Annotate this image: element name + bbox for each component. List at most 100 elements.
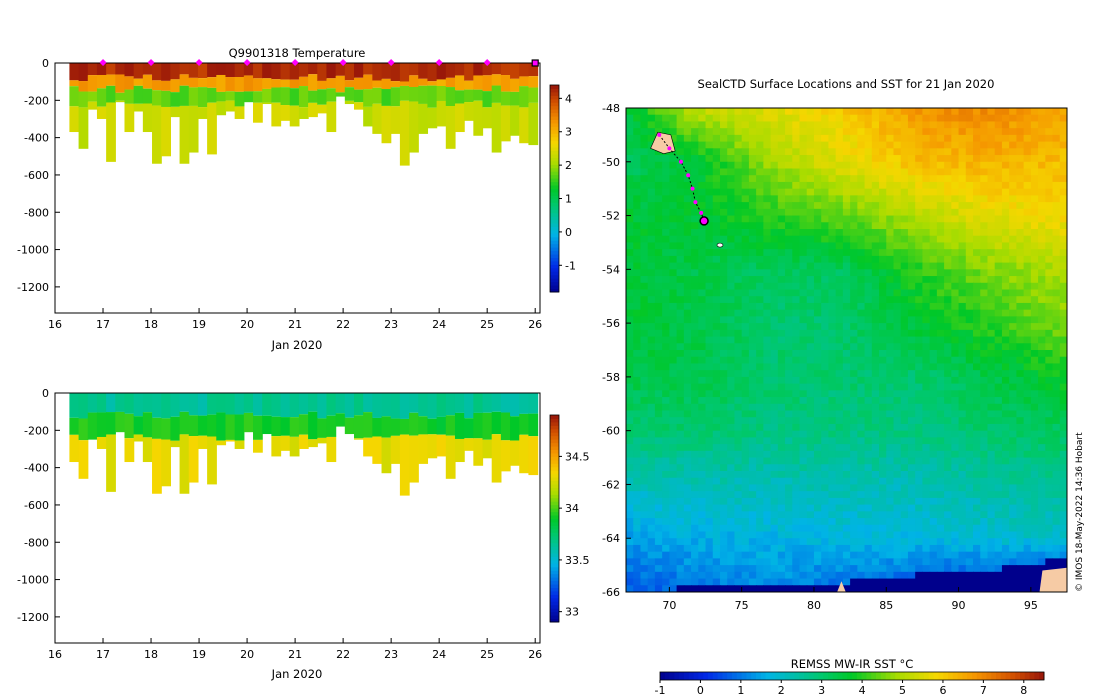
- sst-cell: [973, 128, 981, 136]
- sst-cell: [886, 108, 895, 116]
- sst-cell: [734, 410, 743, 418]
- sst-cell: [951, 403, 960, 412]
- sst-cell: [756, 208, 764, 217]
- sst-cell: [944, 538, 952, 546]
- sst-cell: [973, 423, 981, 432]
- sst-cell: [900, 161, 909, 170]
- sst-cell: [705, 343, 714, 351]
- sst-cell: [633, 437, 642, 445]
- sst-cell: [958, 376, 967, 385]
- sst-cell: [734, 168, 743, 176]
- sst-cell: [1009, 397, 1017, 405]
- temperature-cell: [427, 63, 438, 82]
- sst-cell: [1023, 410, 1032, 418]
- sst-cell: [857, 235, 866, 244]
- sst-cell: [842, 397, 851, 405]
- sst-cell: [719, 444, 728, 452]
- sst-cell: [654, 202, 663, 210]
- sst-cell: [785, 390, 793, 398]
- sst-cell: [958, 155, 967, 163]
- sst-cell: [633, 215, 642, 223]
- sst-cell: [915, 188, 924, 196]
- sst-cell: [785, 188, 793, 196]
- sst-cell: [756, 450, 764, 459]
- sst-cell: [857, 376, 866, 385]
- sst-cell: [821, 423, 830, 432]
- sst-cell: [669, 437, 678, 445]
- sst-cell: [857, 370, 866, 378]
- sst-cell: [799, 276, 808, 284]
- sst-cell: [662, 168, 670, 176]
- sst-cell: [936, 269, 945, 277]
- sst-cell: [944, 249, 952, 257]
- sst-cell: [806, 222, 815, 230]
- temperature-cell: [344, 63, 355, 81]
- sst-cell: [785, 565, 793, 573]
- sst-cell: [958, 531, 967, 539]
- sst-cell: [806, 376, 815, 385]
- sst-cell: [958, 571, 967, 580]
- sst-cell: [806, 269, 815, 277]
- sst-cell: [1030, 269, 1039, 277]
- sst-cell: [944, 417, 952, 425]
- sst-cell: [842, 538, 851, 546]
- sst-cell: [676, 329, 685, 338]
- sst-cell: [647, 363, 656, 371]
- sst-cell: [806, 343, 815, 351]
- sst-cell: [777, 161, 786, 170]
- sst-cell: [763, 269, 772, 277]
- sst-cell: [792, 403, 801, 412]
- sst-cell: [821, 276, 830, 284]
- sst-cell: [748, 148, 757, 156]
- salinity-cell: [335, 393, 346, 414]
- sst-cell: [662, 544, 670, 553]
- sst-cell: [676, 242, 685, 250]
- sst-cell: [662, 551, 670, 559]
- sst-cell: [922, 336, 931, 344]
- sst-cell: [821, 376, 830, 385]
- sst-cell: [987, 376, 996, 385]
- sst-cell: [994, 403, 1003, 412]
- sst-cell: [1001, 397, 1010, 405]
- sst-cell: [712, 430, 721, 438]
- sst-cell: [1045, 531, 1054, 539]
- salinity-cell: [289, 393, 300, 418]
- sst-cell: [748, 390, 757, 398]
- sst-cell: [893, 323, 902, 331]
- sst-cell: [719, 181, 728, 190]
- sst-cell: [763, 376, 772, 385]
- sst-cell: [777, 417, 786, 425]
- sst-cell: [676, 249, 685, 257]
- sst-cell: [907, 423, 916, 432]
- salinity-colorbar-step: [550, 611, 559, 616]
- sst-cell: [683, 329, 692, 338]
- sst-cell: [748, 544, 757, 553]
- sst-cell: [1023, 276, 1032, 284]
- sst-cell: [936, 108, 945, 116]
- sst-cell: [777, 262, 786, 270]
- sst-cell: [727, 269, 736, 277]
- sst-cell: [1016, 208, 1025, 217]
- sst-cell: [994, 444, 1003, 452]
- sst-cell: [907, 282, 916, 291]
- sst-cell: [842, 524, 851, 533]
- sst-cell: [705, 484, 714, 492]
- sst-cell: [813, 444, 822, 452]
- sst-cell: [842, 390, 851, 398]
- sst-cell: [821, 336, 830, 344]
- temperature-cell: [280, 79, 291, 88]
- sst-cell: [850, 397, 858, 405]
- sst-cell: [1001, 504, 1010, 512]
- sst-cell: [691, 229, 699, 237]
- sst-cell: [828, 168, 837, 176]
- sst-cell: [1030, 282, 1039, 291]
- sst-cell: [1030, 450, 1039, 459]
- sst-cell: [864, 128, 873, 136]
- sst-cell: [698, 148, 707, 156]
- sst-cell: [763, 128, 772, 136]
- sst-cell: [799, 558, 808, 566]
- sst-cell: [936, 370, 945, 378]
- sst-cell: [705, 403, 714, 412]
- sst-cell: [806, 262, 815, 270]
- sst-cell: [879, 282, 887, 291]
